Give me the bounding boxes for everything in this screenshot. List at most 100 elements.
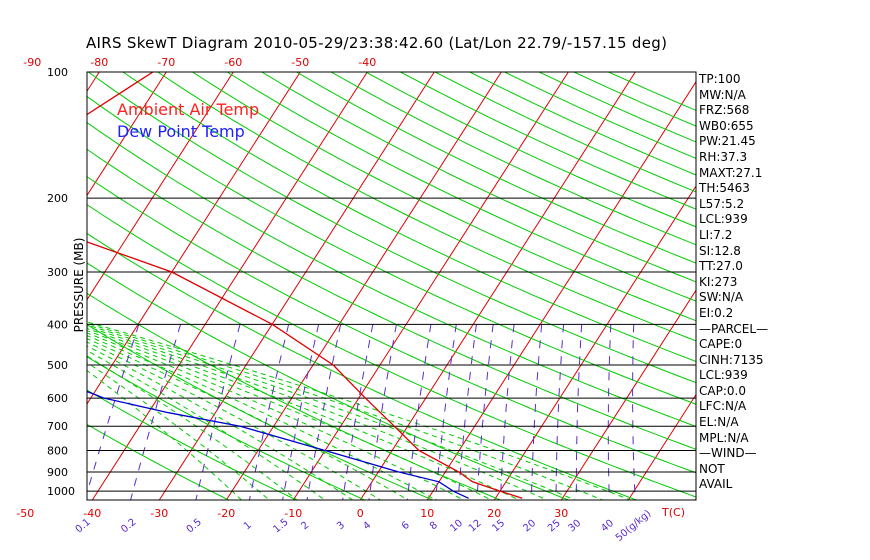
- top-temp-tick-label: -70: [157, 56, 175, 69]
- bottom-temp-tick-label: -40: [83, 507, 101, 520]
- dry-adiabat-line: [87, 148, 696, 450]
- stat-item: —WIND—: [699, 446, 757, 461]
- pressure-tick-label: 200: [47, 192, 68, 205]
- stat-item: TP:100: [699, 72, 741, 86]
- dry-adiabat-line: [88, 72, 696, 384]
- bottom-temp-tick-label: -50: [16, 507, 34, 520]
- stat-item: MPL:N/A: [699, 430, 749, 445]
- dry-adiabat-line: [365, 72, 696, 228]
- dry-adiabat-line: [434, 72, 696, 193]
- stat-item: FRZ:568: [699, 103, 750, 118]
- stat-item: KI:273: [699, 274, 738, 289]
- pressure-tick-label: 500: [47, 359, 68, 372]
- dry-adiabat-line: [87, 204, 696, 498]
- stat-item: SI:12.8: [699, 243, 741, 258]
- chart-title: AIRS SkewT Diagram 2010-05-29/23:38:42.6…: [86, 34, 668, 52]
- stat-item: RH:37.3: [699, 149, 748, 164]
- dry-adiabat-line: [400, 72, 696, 210]
- isotherm-line: [0, 72, 32, 500]
- dry-adiabat-line: [504, 72, 696, 159]
- moist-adiabat-line: [87, 332, 464, 500]
- dry-adiabat-line: [261, 72, 696, 283]
- pressure-tick-label: 900: [47, 466, 68, 479]
- pressure-tick-label: 600: [47, 392, 68, 405]
- mixing-ratio-label: 0.2: [119, 517, 138, 536]
- mixing-ratio-label: 0.5: [185, 517, 204, 536]
- pressure-tick-label: 800: [47, 445, 68, 458]
- bottom-temp-tick-label: 20: [487, 507, 501, 520]
- dry-adiabat-line: [87, 356, 365, 500]
- temp-unit-label: T(C): [661, 506, 685, 519]
- moist-adiabat-line: [87, 326, 548, 500]
- mixing-ratio-label: 15: [490, 518, 507, 535]
- mixing-ratio-label: 30: [566, 518, 583, 535]
- legend-dew-point-temp: Dew Point Temp: [117, 122, 245, 141]
- stat-item: SW:N/A: [699, 290, 744, 305]
- stat-item: NOT: [699, 461, 725, 476]
- dry-adiabat-line: [157, 72, 696, 342]
- moist-adiabat-line: [87, 324, 575, 500]
- dry-adiabat-line: [226, 72, 696, 302]
- stat-item: MW:N/A: [699, 87, 746, 102]
- mixing-ratio-label: 25: [546, 518, 563, 535]
- moist-adiabat-line: [87, 321, 631, 500]
- bottom-temp-tick-label: -30: [150, 507, 168, 520]
- moist-adiabat-line: [87, 330, 492, 500]
- stat-item: PW:21.45: [699, 134, 756, 149]
- stat-item: TT:27.0: [699, 259, 743, 274]
- moist-adiabat-line: [87, 350, 326, 500]
- legend-ambient-air-temp: Ambient Air Temp: [117, 100, 260, 119]
- top-temp-tick-label: -60: [224, 56, 242, 69]
- mixing-ratio-label: 2: [299, 520, 311, 533]
- dry-adiabat-line: [87, 122, 696, 428]
- pressure-tick-label: 700: [47, 420, 68, 433]
- stat-item: CINH:7135: [699, 352, 764, 367]
- isotherm-line: [292, 72, 569, 500]
- mixing-ratio-label: 10: [448, 518, 465, 535]
- moist-adiabat-line: [87, 335, 437, 500]
- moist-adiabat-line: [87, 327, 520, 500]
- mixing-ratio-line: [87, 324, 140, 495]
- isotherm-line: [426, 80, 696, 500]
- mixing-ratio-label: 6: [400, 520, 412, 533]
- stat-item: LI:7.2: [699, 227, 733, 242]
- dry-adiabat-line: [87, 423, 229, 500]
- isotherm-line: [87, 72, 234, 301]
- isotherm-line: [87, 72, 301, 405]
- stat-item: MAXT:27.1: [699, 165, 763, 180]
- dry-adiabat-line: [87, 95, 696, 405]
- dry-adiabat-line: [122, 72, 696, 363]
- dry-adiabat-line: [87, 323, 433, 500]
- top-temp-tick-label: -40: [358, 56, 376, 69]
- isotherm-line: [627, 393, 696, 500]
- mixing-ratio-line: [575, 324, 583, 500]
- bottom-temp-tick-label: -10: [284, 507, 302, 520]
- ambient-air-temp-line: [87, 72, 523, 499]
- stat-item: EI:0.2: [699, 305, 734, 320]
- y-axis-label: PRESSURE (MB): [72, 238, 86, 333]
- dry-adiabat-line: [87, 176, 696, 474]
- mixing-ratio-label: 8: [428, 520, 440, 533]
- bottom-temp-tick-label: 10: [420, 507, 434, 520]
- top-temp-tick-label: -50: [291, 56, 309, 69]
- stat-item: L57:5.2: [699, 196, 745, 211]
- mixing-ratio-label: 50(g/kg): [614, 508, 654, 544]
- isotherm-line: [91, 72, 368, 500]
- stat-item: CAP:0.0: [699, 383, 746, 398]
- mixing-ratio-line: [607, 324, 612, 500]
- mixing-ratio-line: [195, 324, 241, 500]
- stat-item: LCL:939: [699, 368, 748, 383]
- isotherm-line: [359, 72, 636, 500]
- bottom-temp-tick-label: -20: [217, 507, 235, 520]
- stat-item: CAPE:0: [699, 337, 743, 352]
- bottom-temp-tick-label: 30: [554, 507, 568, 520]
- mixing-ratio-label: 12: [467, 518, 484, 535]
- pressure-tick-label: 400: [47, 318, 68, 331]
- moist-adiabat-line: [87, 322, 603, 500]
- stat-item: EL:N/A: [699, 415, 739, 430]
- stat-item: —PARCEL—: [699, 321, 769, 336]
- top-temp-tick-label: -80: [90, 56, 108, 69]
- isotherm-line: [493, 185, 696, 500]
- stat-item: TH:5463: [699, 181, 750, 196]
